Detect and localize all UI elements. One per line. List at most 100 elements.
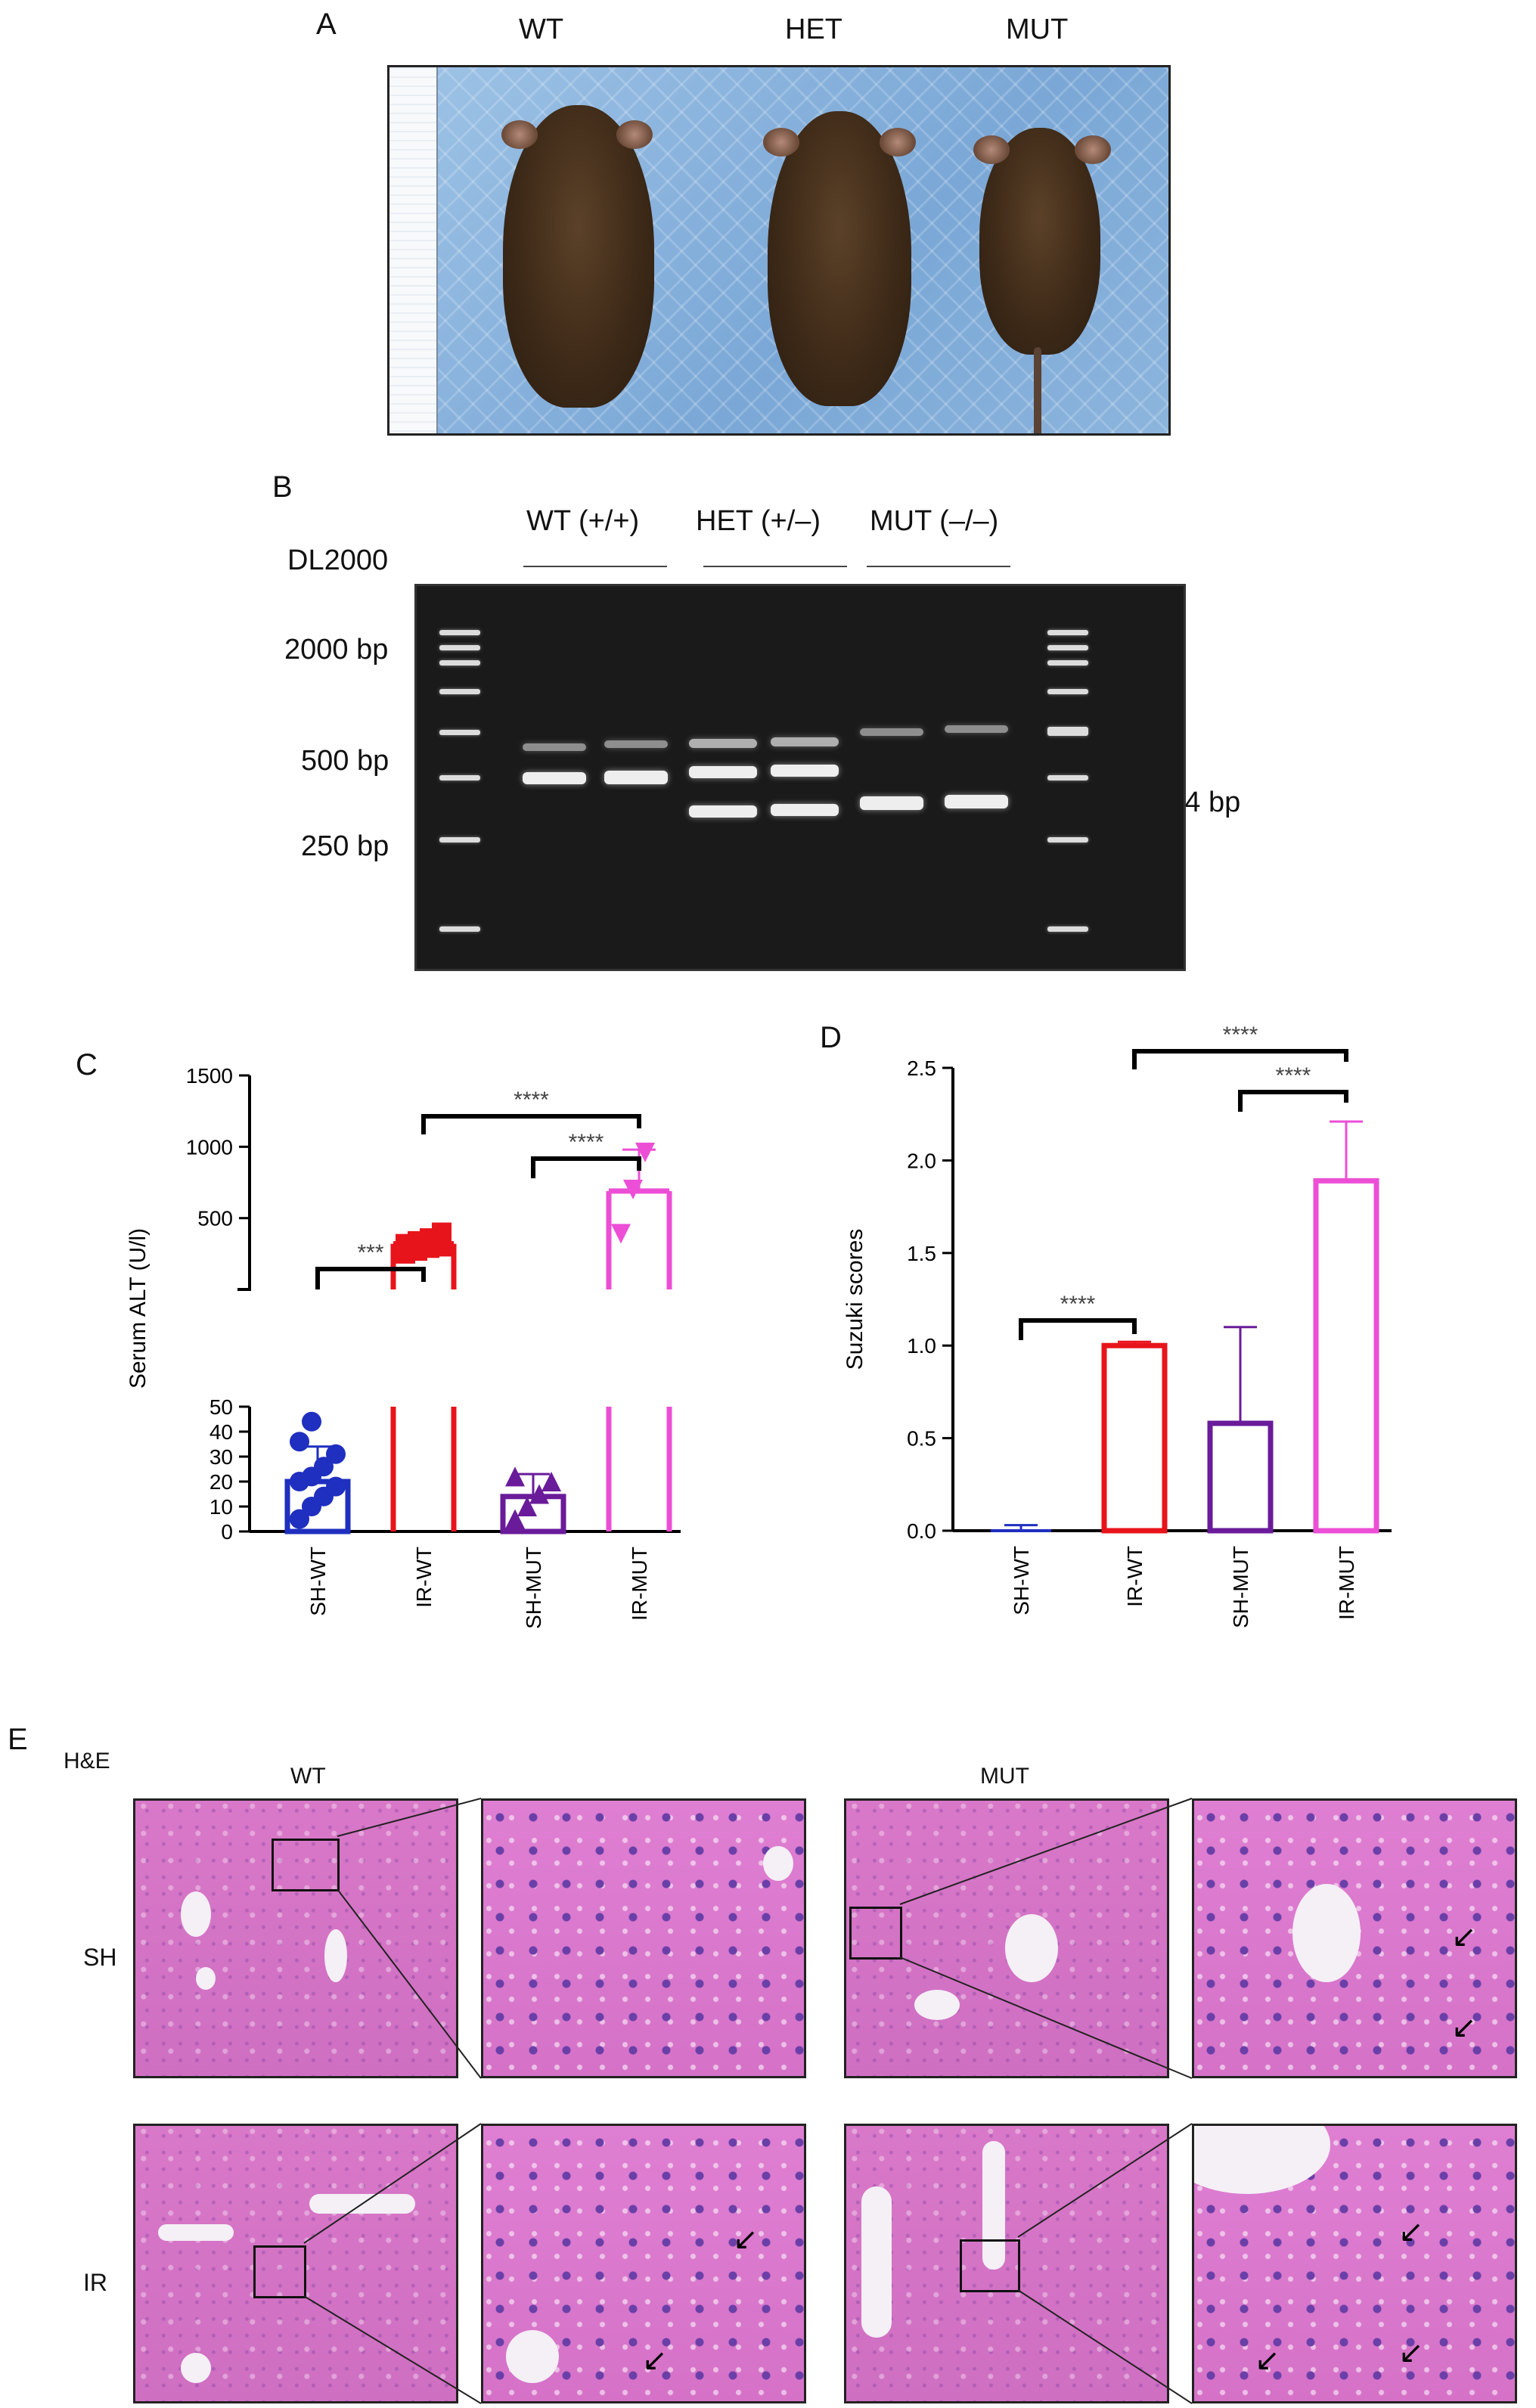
significance-bracket	[531, 1156, 641, 1178]
vessel	[914, 1990, 960, 2020]
zoom-connectors	[303, 1798, 1193, 2404]
vessel	[324, 1929, 347, 1982]
data-point	[517, 1497, 537, 1516]
vessel	[181, 1891, 211, 1937]
data-point	[505, 1509, 525, 1529]
ladder-band	[1047, 645, 1088, 650]
ladder-band	[439, 837, 480, 842]
vessel	[861, 2186, 892, 2338]
gel-band	[689, 766, 757, 778]
group-label-mut: MUT	[1006, 14, 1069, 45]
x-tick-label: SH-MUT	[1229, 1546, 1252, 1628]
ladder-band	[439, 689, 480, 694]
lesion-arrow-icon: ↙	[1398, 2215, 1424, 2248]
ladder-band	[1047, 660, 1088, 666]
gel-band	[604, 740, 668, 748]
y-tick-label: 40	[209, 1420, 233, 1444]
column-label-wt: WT	[290, 1764, 326, 1789]
histology-ir-mut-low	[844, 2124, 1169, 2403]
data-point	[326, 1476, 346, 1497]
ladder-band	[439, 630, 480, 635]
panel-b-label: B	[272, 470, 293, 504]
gel-band	[523, 772, 586, 784]
significance-bracket	[1238, 1090, 1348, 1112]
x-tick-label: IR-MUT	[628, 1547, 651, 1621]
marker-250bp: 250 bp	[301, 830, 389, 862]
bar-ir-mut	[1313, 1178, 1379, 1534]
mut-mouse	[979, 128, 1100, 355]
vessel	[506, 2330, 559, 2383]
ladder-band	[1047, 689, 1088, 694]
row-label-sh: SH	[83, 1944, 117, 1971]
y-tick-label: 0	[221, 1520, 233, 1544]
lesion-arrow-icon: ↙	[1398, 2336, 1424, 2369]
x-tick-label: SH-WT	[306, 1547, 330, 1616]
y-tick-label: 0.5	[907, 1427, 936, 1451]
wt-ear-left	[501, 120, 538, 149]
histology-sh-mut-high: ↙ ↙	[1192, 1798, 1517, 2078]
significance-bracket	[1019, 1318, 1137, 1340]
zoom-inset-box	[272, 1839, 340, 1891]
x-tick-label: IR-WT	[412, 1547, 436, 1608]
gel-band	[860, 796, 923, 810]
vessel	[982, 2141, 1005, 2270]
significance-bracket	[421, 1114, 641, 1134]
gel-band	[771, 765, 839, 777]
lane-label-mut: MUT (–/–)	[870, 505, 999, 537]
y-tick-label: 50	[209, 1395, 233, 1419]
y-axis-label: Serum ALT (U/l)	[126, 1228, 150, 1389]
ruler	[389, 67, 438, 433]
ladder-band	[1047, 775, 1088, 780]
lesion-arrow-icon: ↙	[733, 2223, 759, 2256]
data-point	[635, 1142, 655, 1162]
y-tick-label: 500	[197, 1207, 233, 1230]
x-tick-label: SH-WT	[1010, 1546, 1033, 1615]
vessel	[158, 2224, 234, 2241]
data-point	[611, 1224, 631, 1244]
vessel	[1005, 1914, 1058, 1982]
gel-band	[604, 771, 668, 784]
histology-sh-mut-low	[844, 1798, 1169, 2078]
gel-band	[523, 743, 586, 751]
ladder-name: DL2000	[287, 545, 389, 576]
wt-mouse	[503, 105, 654, 408]
significance-label: ****	[514, 1088, 549, 1112]
bar-sh-mut	[1207, 1420, 1274, 1534]
group-label-wt: WT	[519, 14, 564, 45]
significance-label: ****	[569, 1130, 604, 1155]
zoom-inset-box	[849, 1907, 902, 1960]
significance-label: ***	[357, 1240, 383, 1265]
x-tick-label: IR-MUT	[1335, 1546, 1358, 1620]
het-ear-left	[763, 128, 799, 157]
x-tick-label: SH-MUT	[522, 1547, 545, 1629]
ladder-band	[439, 660, 480, 666]
lane-underline-mut	[867, 566, 1010, 567]
ladder-band	[439, 730, 480, 735]
gel-band	[689, 739, 757, 748]
significance-label: ****	[1223, 1022, 1258, 1047]
lane-label-het: HET (+/–)	[696, 505, 821, 537]
ladder-band	[439, 775, 480, 780]
ladder-band	[439, 926, 480, 932]
gel-band	[689, 805, 757, 818]
marker-2000bp: 2000 bp	[284, 634, 389, 666]
y-tick-label: 2.0	[907, 1149, 936, 1172]
data-point	[302, 1411, 321, 1432]
lane-label-wt: WT (+/+)	[526, 505, 640, 537]
data-point	[290, 1432, 309, 1452]
wt-ear-right	[616, 120, 653, 149]
significance-bracket	[315, 1267, 426, 1289]
mut-tail	[1034, 347, 1041, 433]
lesion-arrow-icon: ↙	[1451, 2011, 1477, 2044]
row-label-ir: IR	[83, 2269, 107, 2296]
vessel	[181, 2353, 211, 2383]
y-tick-label: 1.5	[907, 1242, 936, 1265]
ladder-band	[1047, 837, 1088, 842]
lane-underline-het	[703, 566, 847, 567]
lesion-arrow-icon: ↙	[642, 2344, 668, 2377]
ladder-band	[1047, 926, 1088, 932]
ladder-band	[1047, 630, 1088, 635]
lesion-arrow-icon: ↙	[1255, 2344, 1280, 2377]
histology-ir-wt-high: ↙ ↙	[481, 2124, 806, 2403]
gel-band	[771, 804, 839, 816]
